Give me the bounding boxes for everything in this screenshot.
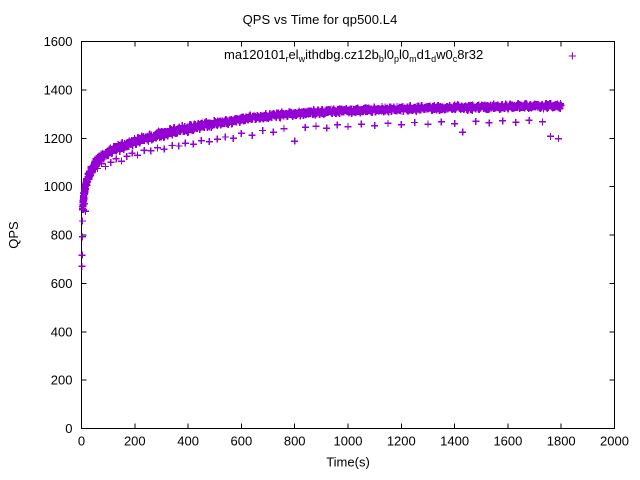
data-point-marker — [197, 137, 205, 145]
data-point-marker — [213, 135, 221, 143]
x-tick-label: 2000 — [600, 434, 629, 449]
data-point-marker — [221, 133, 229, 141]
x-tick-label: 0 — [78, 434, 85, 449]
data-point-marker — [248, 131, 256, 139]
data-point-marker — [451, 120, 459, 128]
data-point-marker — [81, 207, 89, 215]
y-tick-label: 1200 — [44, 131, 73, 146]
y-axis-title: QPS — [6, 221, 21, 249]
data-point-marker — [93, 164, 101, 172]
data-point-marker — [83, 181, 91, 189]
y-tick-label: 800 — [51, 228, 73, 243]
data-point-marker — [78, 233, 86, 241]
y-tick-label: 1600 — [44, 34, 73, 49]
data-point-marker — [291, 137, 299, 145]
data-point-marker — [168, 142, 176, 150]
data-point-marker — [175, 142, 183, 150]
x-axis-title: Time(s) — [326, 455, 370, 470]
data-point-marker — [459, 128, 467, 136]
data-point-marker — [512, 118, 520, 126]
data-point-marker — [123, 152, 131, 160]
x-tick-label: 1600 — [493, 434, 522, 449]
data-point-marker — [237, 129, 245, 137]
x-tick-label: 1400 — [440, 434, 469, 449]
x-tick-label: 1200 — [387, 434, 416, 449]
data-point-marker — [97, 160, 105, 168]
y-tick-label: 1000 — [44, 179, 73, 194]
data-point-marker — [280, 125, 288, 133]
data-point-marker — [128, 149, 136, 157]
data-point-marker — [472, 117, 480, 125]
data-point-marker — [357, 120, 365, 128]
y-tick-label: 0 — [65, 421, 72, 436]
data-point-marker — [147, 147, 155, 155]
data-point-marker — [107, 158, 115, 166]
data-point-marker — [189, 140, 197, 148]
data-point-marker — [259, 127, 267, 135]
y-tick-label: 400 — [51, 324, 73, 339]
x-tick-label: 600 — [231, 434, 253, 449]
legend-marker-plus: + — [568, 48, 577, 65]
y-tick-label: 1400 — [44, 82, 73, 97]
data-point-marker — [525, 116, 533, 124]
data-point-marker — [117, 157, 125, 165]
data-point-marker — [181, 139, 189, 147]
x-tick-label: 200 — [124, 434, 146, 449]
data-point-marker — [78, 217, 86, 225]
data-point-marker — [80, 200, 88, 208]
data-point-marker — [555, 135, 563, 143]
data-point-marker — [153, 144, 161, 152]
data-point-marker — [78, 262, 86, 270]
data-point-marker — [133, 151, 141, 159]
data-point-marker — [397, 121, 405, 129]
data-point-marker — [312, 122, 320, 130]
data-points-layer — [78, 99, 565, 270]
data-point-marker — [269, 128, 277, 136]
data-point-marker — [85, 173, 93, 181]
data-point-marker — [539, 118, 547, 126]
data-point-marker — [344, 123, 352, 131]
data-point-marker — [384, 119, 392, 127]
x-tick-label: 800 — [284, 434, 306, 449]
data-point-marker — [485, 119, 493, 127]
data-point-marker — [205, 138, 213, 146]
data-point-marker — [140, 146, 148, 154]
x-tick-label: 1000 — [334, 434, 363, 449]
data-point-marker — [101, 163, 109, 171]
axis-frame — [81, 41, 615, 429]
data-point-marker — [333, 121, 341, 129]
data-point-marker — [411, 119, 419, 127]
data-point-marker — [112, 155, 120, 163]
x-tick-label: 400 — [177, 434, 199, 449]
data-point-marker — [301, 123, 309, 131]
y-tick-label: 600 — [51, 276, 73, 291]
data-point-marker — [89, 162, 97, 170]
data-point-marker — [437, 118, 445, 126]
data-point-marker — [547, 132, 555, 140]
data-point-marker — [557, 101, 565, 109]
chart-title: QPS vs Time for qp500.L4 — [242, 12, 398, 27]
data-point-marker — [371, 122, 379, 130]
data-point-marker — [78, 251, 86, 259]
data-point-marker — [424, 120, 432, 128]
data-point-marker — [499, 117, 507, 125]
legend-series-label: ma120101relwithdbg.cz12bbl0pl0md1dw0c8r3… — [224, 47, 484, 64]
x-tick-label: 1800 — [547, 434, 576, 449]
data-point-marker — [323, 124, 331, 132]
data-point-marker — [160, 145, 168, 153]
data-point-marker — [229, 134, 237, 142]
y-tick-label: 200 — [51, 373, 73, 388]
axis-ticks-layer: 0 200 400 600 800 1000 1200 1400 1600 0 200 400 600 8… — [44, 34, 629, 449]
